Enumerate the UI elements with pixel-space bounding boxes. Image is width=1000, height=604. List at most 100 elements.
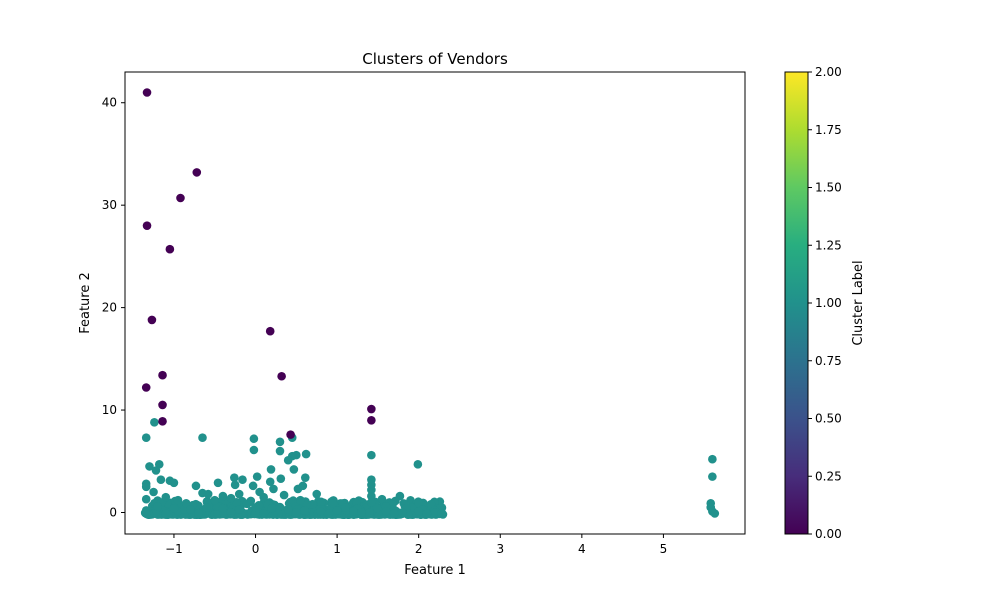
data-point-cluster-1 <box>259 492 268 502</box>
data-point-cluster-0 <box>158 400 167 410</box>
chart-title: Clusters of Vendors <box>362 50 508 68</box>
data-point-cluster-1 <box>437 509 446 518</box>
data-point-cluster-1 <box>374 510 383 519</box>
colorbar-tick-label: 1.25 <box>815 238 842 252</box>
data-point-cluster-1 <box>151 466 161 475</box>
data-point-cluster-1 <box>328 498 338 508</box>
y-tick-label: 10 <box>102 403 117 417</box>
data-point-cluster-1 <box>372 503 382 513</box>
data-point-cluster-1 <box>300 506 309 515</box>
data-point-cluster-1 <box>161 509 171 518</box>
data-point-cluster-1 <box>267 504 277 513</box>
colorbar-label: Cluster Label <box>851 260 866 345</box>
data-point-cluster-1 <box>269 484 278 494</box>
x-tick-label: 2 <box>415 542 423 556</box>
data-point-cluster-1 <box>398 508 407 517</box>
data-point-cluster-1 <box>316 507 326 516</box>
data-point-cluster-1 <box>252 472 262 481</box>
data-point-cluster-1 <box>367 497 376 507</box>
data-point-cluster-1 <box>265 477 275 487</box>
data-point-cluster-1 <box>226 508 236 517</box>
data-point-cluster-1 <box>289 465 299 474</box>
data-point-cluster-1 <box>381 507 391 516</box>
data-point-cluster-1 <box>414 507 423 516</box>
plot-area-frame <box>124 71 746 535</box>
data-point-cluster-1 <box>367 491 376 501</box>
data-point-cluster-1 <box>324 509 334 518</box>
data-point-cluster-1 <box>141 509 151 518</box>
data-point-cluster-1 <box>349 507 358 516</box>
data-point-cluster-1 <box>710 509 720 518</box>
data-point-cluster-1 <box>279 490 289 500</box>
data-point-cluster-0 <box>176 193 185 203</box>
data-point-cluster-1 <box>357 508 366 517</box>
colorbar-ticks: 0.00 0.25 0.50 0.75 1.00 1.25 1.50 1.75 2.00 <box>808 65 842 541</box>
data-point-cluster-1 <box>430 508 440 517</box>
x-tick-label: −1 <box>165 542 183 556</box>
data-point-cluster-0 <box>142 221 152 230</box>
data-point-cluster-1 <box>242 499 252 509</box>
data-point-cluster-1 <box>340 503 350 512</box>
data-point-cluster-1 <box>292 508 301 517</box>
colorbar-tick-label: 0.75 <box>815 354 842 368</box>
data-point-cluster-1 <box>312 489 322 499</box>
colorbar-tick-label: 1.50 <box>815 181 842 195</box>
data-point-cluster-1 <box>230 473 239 482</box>
data-point-cluster-0 <box>265 326 275 336</box>
data-point-cluster-1 <box>367 450 376 460</box>
data-point-cluster-1 <box>230 480 240 490</box>
data-point-cluster-1 <box>266 465 276 474</box>
data-point-cluster-1 <box>283 455 293 465</box>
data-point-cluster-1 <box>150 418 159 427</box>
data-point-cluster-1 <box>141 494 151 504</box>
y-tick-label: 30 <box>102 198 117 212</box>
data-point-cluster-1 <box>169 478 179 488</box>
data-point-cluster-0 <box>286 430 295 439</box>
data-point-cluster-0 <box>141 383 151 392</box>
colorbar-tick-label: 1.00 <box>815 296 842 310</box>
data-point-cluster-1 <box>202 503 211 512</box>
colorbar-tick-label: 0.00 <box>815 527 842 541</box>
data-point-cluster-1 <box>153 502 162 511</box>
data-point-cluster-1 <box>156 475 166 485</box>
data-point-cluster-1 <box>395 491 405 501</box>
data-point-cluster-1 <box>213 509 222 518</box>
data-point-cluster-1 <box>203 489 213 499</box>
data-point-cluster-1 <box>198 433 207 443</box>
y-tick-label: 0 <box>109 505 117 519</box>
data-point-cluster-1 <box>213 478 223 488</box>
y-axis-label: Feature 2 <box>78 272 93 334</box>
x-tick-label: 3 <box>496 542 504 556</box>
data-point-cluster-1 <box>218 491 228 501</box>
data-point-cluster-0 <box>147 315 157 325</box>
scatter-points <box>140 88 720 519</box>
data-point-cluster-0 <box>192 168 202 177</box>
data-point-cluster-1 <box>249 445 259 455</box>
data-point-cluster-1 <box>173 495 183 505</box>
data-point-cluster-1 <box>298 481 308 491</box>
colorbar-tick-label: 2.00 <box>815 65 842 79</box>
x-axis-ticks: −1 0 1 2 3 4 5 <box>165 534 667 556</box>
data-point-cluster-1 <box>259 509 268 518</box>
data-point-cluster-0 <box>158 370 167 380</box>
x-tick-label: 5 <box>660 542 668 556</box>
x-tick-label: 1 <box>333 542 341 556</box>
data-point-cluster-0 <box>142 88 152 97</box>
x-tick-label: 4 <box>578 542 586 556</box>
data-point-cluster-1 <box>149 487 158 497</box>
data-point-cluster-1 <box>300 473 310 482</box>
data-point-cluster-1 <box>413 460 423 469</box>
data-point-cluster-1 <box>389 509 399 518</box>
data-point-cluster-1 <box>238 475 247 485</box>
data-point-cluster-1 <box>249 434 259 444</box>
data-point-cluster-1 <box>422 509 432 518</box>
data-point-cluster-1 <box>426 499 436 509</box>
data-point-cluster-1 <box>185 505 195 514</box>
data-point-cluster-1 <box>218 504 228 513</box>
data-point-cluster-1 <box>210 495 220 505</box>
colorbar-tick-label: 0.50 <box>815 412 842 426</box>
data-point-cluster-1 <box>365 508 375 517</box>
data-point-cluster-1 <box>234 505 244 514</box>
data-point-cluster-1 <box>708 454 717 464</box>
